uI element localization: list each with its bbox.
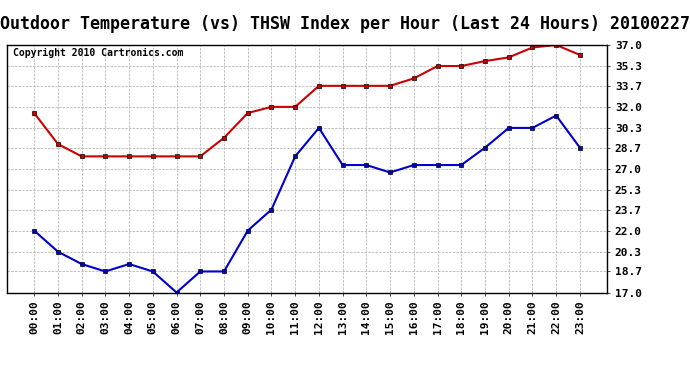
Text: Outdoor Temperature (vs) THSW Index per Hour (Last 24 Hours) 20100227: Outdoor Temperature (vs) THSW Index per … (0, 15, 690, 33)
Text: Copyright 2010 Cartronics.com: Copyright 2010 Cartronics.com (13, 48, 184, 57)
